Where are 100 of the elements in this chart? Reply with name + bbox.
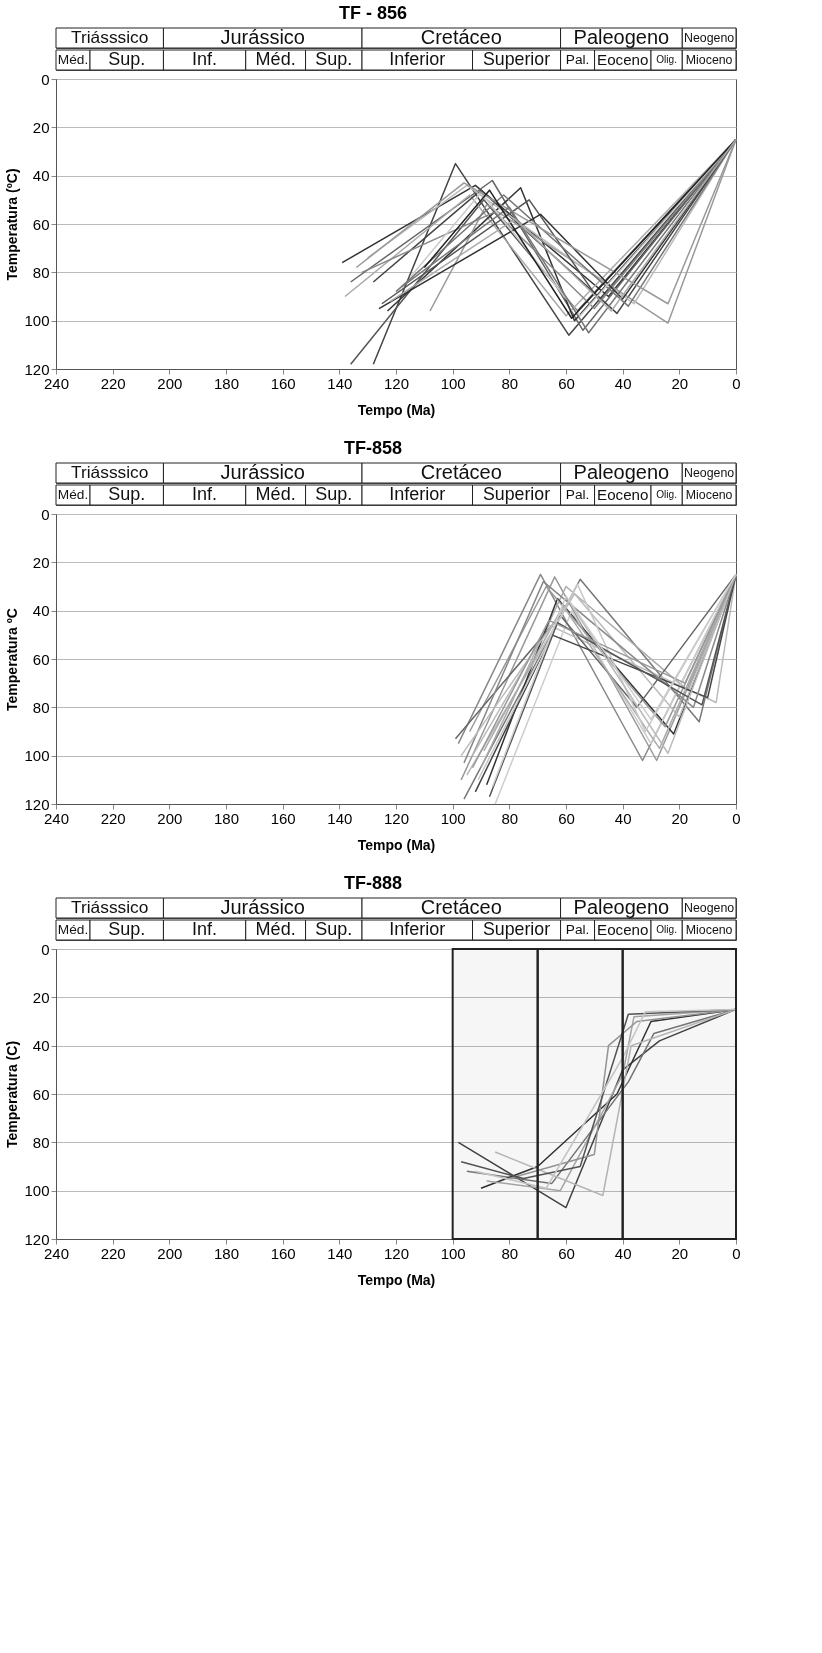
x-tick-label: 80 bbox=[501, 374, 519, 392]
text: Superior bbox=[482, 919, 551, 939]
text: Neogeno bbox=[684, 901, 735, 915]
text: Cretáceo bbox=[420, 896, 502, 918]
text: Jurássico bbox=[220, 461, 305, 483]
x-tick-label: 60 bbox=[558, 374, 575, 392]
y-tick-label: 20 bbox=[32, 118, 50, 136]
x-tick-label: 220 bbox=[100, 809, 126, 827]
text: Sup. bbox=[108, 484, 146, 504]
x-tick-label: 180 bbox=[213, 809, 240, 827]
text: Sup. bbox=[315, 919, 353, 939]
x-tick-label: 160 bbox=[270, 1244, 296, 1262]
text: Inf. bbox=[192, 49, 218, 69]
x-tick-label: 0 bbox=[732, 374, 741, 392]
x-tick-label: 140 bbox=[327, 1244, 353, 1262]
x-tick-label: 100 bbox=[440, 1244, 466, 1262]
y-tick-label: 20 bbox=[32, 988, 50, 1006]
text: Paleogeno bbox=[573, 461, 670, 483]
text: Triásssico bbox=[71, 462, 149, 482]
x-tick-label: 200 bbox=[157, 374, 183, 392]
x-tick-label: 160 bbox=[270, 374, 296, 392]
y-tick-label: 40 bbox=[32, 602, 50, 620]
text: Sup. bbox=[108, 919, 146, 939]
y-tick-label: 20 bbox=[32, 553, 50, 571]
x-tick-label: 80 bbox=[501, 1244, 519, 1262]
y-axis-title: Temperatura (ºC) bbox=[4, 168, 21, 281]
text: Eoceno bbox=[597, 921, 649, 938]
x-tick-label: 120 bbox=[383, 1244, 410, 1262]
x-tick-label: 140 bbox=[327, 374, 353, 392]
x-tick-label: 120 bbox=[383, 809, 410, 827]
x-tick-label: 60 bbox=[558, 1244, 575, 1262]
text: Paleogeno bbox=[573, 26, 670, 48]
y-tick-label: 40 bbox=[32, 167, 50, 185]
text: Mioceno bbox=[685, 488, 733, 502]
y-tick-label: 60 bbox=[32, 650, 50, 668]
y-tick-label: 40 bbox=[32, 1037, 50, 1055]
x-axis-title: Tempo (Ma) bbox=[357, 401, 436, 418]
text: Sup. bbox=[315, 484, 353, 504]
y-tick-label: 80 bbox=[32, 1133, 50, 1151]
text: Jurássico bbox=[220, 26, 305, 48]
text: Pal. bbox=[565, 922, 590, 937]
text: Méd. bbox=[255, 919, 296, 939]
x-tick-label: 220 bbox=[100, 1244, 126, 1262]
y-tick-label: 0 bbox=[41, 70, 50, 88]
text: Inf. bbox=[192, 484, 218, 504]
x-tick-label: 220 bbox=[100, 374, 126, 392]
x-tick-label: 60 bbox=[558, 809, 575, 827]
y-axis-title: Temperatura (C) bbox=[4, 1040, 21, 1149]
text: Olig. bbox=[656, 489, 678, 500]
y-tick-label: 0 bbox=[41, 940, 50, 958]
x-tick-label: 20 bbox=[671, 1244, 689, 1262]
text: Cretáceo bbox=[420, 461, 502, 483]
text: Neogeno bbox=[684, 31, 735, 45]
x-tick-label: 0 bbox=[732, 1244, 741, 1262]
x-tick-label: 100 bbox=[440, 809, 466, 827]
x-tick-label: 40 bbox=[614, 809, 632, 827]
y-tick-label: 60 bbox=[32, 1085, 50, 1103]
text: Inferior bbox=[389, 919, 446, 939]
chart-title: TF-858 bbox=[344, 438, 403, 458]
x-tick-label: 140 bbox=[327, 809, 353, 827]
text: Paleogeno bbox=[573, 896, 670, 918]
text: Eoceno bbox=[597, 51, 649, 68]
x-tick-label: 160 bbox=[270, 809, 296, 827]
text: Olig. bbox=[656, 924, 678, 935]
x-tick-label: 180 bbox=[213, 1244, 240, 1262]
x-tick-label: 40 bbox=[614, 1244, 632, 1262]
x-tick-label: 80 bbox=[501, 809, 519, 827]
text: Méd. bbox=[57, 922, 89, 937]
chart-title: TF-888 bbox=[344, 873, 403, 893]
x-tick-label: 0 bbox=[732, 809, 741, 827]
text: Sup. bbox=[315, 49, 353, 69]
text: Superior bbox=[482, 484, 551, 504]
text: Sup. bbox=[108, 49, 146, 69]
y-tick-label: 100 bbox=[24, 747, 50, 765]
text: Jurássico bbox=[220, 896, 305, 918]
text: Méd. bbox=[57, 487, 89, 502]
x-tick-label: 20 bbox=[671, 809, 689, 827]
text: Neogeno bbox=[684, 466, 735, 480]
text: Superior bbox=[482, 49, 551, 69]
text: Méd. bbox=[255, 49, 296, 69]
x-axis-title: Tempo (Ma) bbox=[357, 836, 436, 853]
y-tick-label: 80 bbox=[32, 698, 50, 716]
text: Olig. bbox=[656, 54, 678, 65]
chart-title: TF - 856 bbox=[339, 3, 408, 23]
text: Méd. bbox=[255, 484, 296, 504]
text: Triásssico bbox=[71, 897, 149, 917]
x-axis-title: Tempo (Ma) bbox=[357, 1271, 436, 1288]
x-tick-label: 120 bbox=[383, 374, 410, 392]
x-tick-label: 100 bbox=[440, 374, 466, 392]
text: Inferior bbox=[389, 484, 446, 504]
text: Inferior bbox=[389, 49, 446, 69]
text: Cretáceo bbox=[420, 26, 502, 48]
text: Méd. bbox=[57, 52, 89, 67]
x-tick-label: 200 bbox=[157, 809, 183, 827]
y-tick-label: 80 bbox=[32, 263, 50, 281]
text: Pal. bbox=[565, 487, 590, 502]
y-axis-title: Temperatura ºC bbox=[4, 608, 21, 711]
y-tick-label: 100 bbox=[24, 312, 50, 330]
y-tick-label: 100 bbox=[24, 1182, 50, 1200]
text: Mioceno bbox=[685, 53, 733, 67]
